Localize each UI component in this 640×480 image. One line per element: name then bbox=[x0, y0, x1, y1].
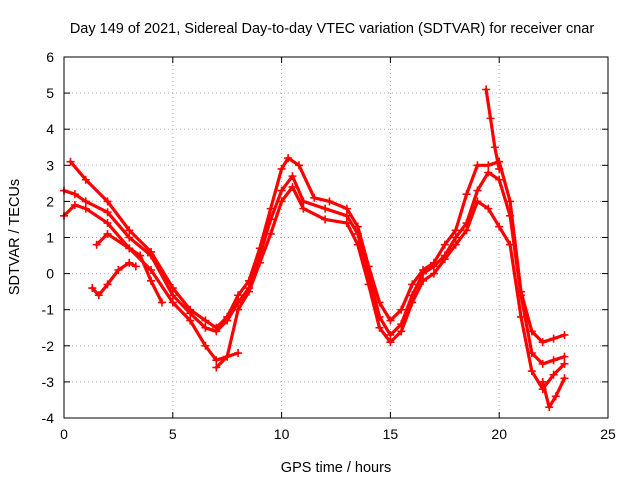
series-track-3 bbox=[60, 183, 568, 393]
sdtvar-chart: Day 149 of 2021, Sidereal Day-to-day VTE… bbox=[0, 0, 640, 480]
data-point-marker bbox=[321, 205, 329, 213]
y-tick-label: -3 bbox=[42, 374, 55, 390]
x-tick-label: 0 bbox=[60, 426, 68, 442]
y-tick-label: -1 bbox=[42, 302, 55, 318]
y-tick-label: 2 bbox=[46, 193, 54, 209]
y-tick-label: 0 bbox=[46, 266, 54, 282]
data-point-marker bbox=[491, 143, 499, 151]
data-series bbox=[60, 85, 568, 411]
y-axis-label: SDTVAR / TECUs bbox=[7, 179, 23, 295]
data-point-marker bbox=[482, 85, 490, 93]
x-tick-label: 20 bbox=[491, 426, 507, 442]
data-point-marker bbox=[560, 353, 568, 361]
y-tick-label: 6 bbox=[46, 49, 54, 65]
series-track-1 bbox=[67, 154, 569, 346]
x-tick-label: 15 bbox=[383, 426, 399, 442]
data-point-marker bbox=[550, 335, 558, 343]
y-tick-label: 5 bbox=[46, 85, 54, 101]
series-line bbox=[64, 187, 565, 389]
data-point-marker bbox=[473, 161, 481, 169]
series-track-4 bbox=[88, 259, 140, 299]
x-axis-label: GPS time / hours bbox=[281, 460, 391, 476]
data-point-marker bbox=[484, 161, 492, 169]
y-tick-label: 1 bbox=[46, 230, 54, 246]
series-line bbox=[92, 263, 136, 296]
data-point-marker bbox=[486, 114, 494, 122]
x-tick-label: 5 bbox=[169, 426, 177, 442]
data-point-marker bbox=[560, 331, 568, 339]
series-line bbox=[97, 234, 162, 303]
data-point-marker bbox=[550, 356, 558, 364]
x-tick-label: 10 bbox=[274, 426, 290, 442]
grid-lines bbox=[64, 57, 608, 418]
y-tick-label: 4 bbox=[46, 121, 54, 137]
chart-title: Day 149 of 2021, Sidereal Day-to-day VTE… bbox=[70, 21, 595, 37]
y-tick-label: -4 bbox=[42, 410, 55, 426]
y-tick-label: 3 bbox=[46, 157, 54, 173]
y-tick-label: -2 bbox=[42, 338, 55, 354]
x-tick-label: 25 bbox=[600, 426, 616, 442]
data-point-marker bbox=[234, 349, 242, 357]
